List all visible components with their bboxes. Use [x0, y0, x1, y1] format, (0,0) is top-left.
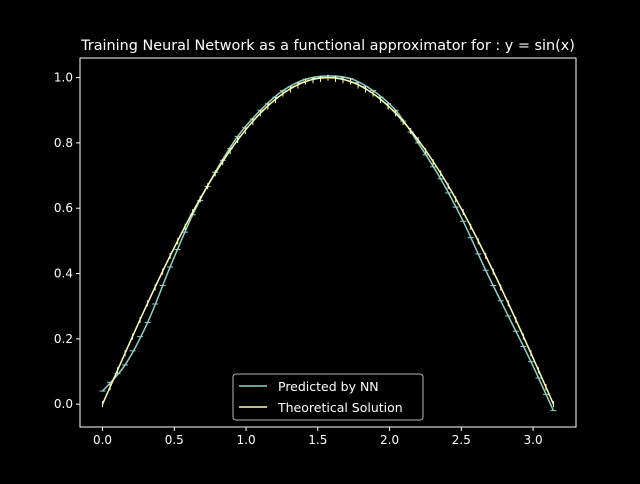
plot-area: [79, 57, 577, 428]
x-tick-label: 1.5: [308, 433, 327, 447]
x-tick-label: 0.5: [165, 433, 184, 447]
y-tick-label: 0.4: [54, 267, 73, 281]
y-tick-label: 0.0: [54, 397, 73, 411]
legend-label-predicted: Predicted by NN: [278, 379, 379, 394]
x-tick-label: 2.5: [452, 433, 471, 447]
x-tick-label: 2.0: [380, 433, 399, 447]
x-tick-label: 0.0: [93, 433, 112, 447]
y-tick-label: 0.6: [54, 201, 73, 215]
y-tick-label: 0.2: [54, 332, 73, 346]
series-1: [101, 74, 555, 408]
legend: Predicted by NN Theoretical Solution: [232, 373, 424, 421]
x-tick-label: 3.0: [524, 433, 543, 447]
chart-title: Training Neural Network as a functional …: [80, 38, 575, 54]
x-tick-label: 1.0: [237, 433, 256, 447]
legend-label-theoretical: Theoretical Solution: [277, 400, 403, 415]
y-tick-label: 0.8: [54, 136, 73, 150]
y-axis: 0.0 0.2 0.4 0.6 0.8 1.0: [54, 71, 80, 411]
x-axis: 0.0 0.5 1.0 1.5 2.0 2.5 3.0: [93, 427, 543, 447]
legend-box: [232, 373, 424, 421]
axes-frame: [79, 57, 577, 428]
series-layer: [99, 74, 557, 412]
y-tick-label: 1.0: [54, 71, 73, 85]
